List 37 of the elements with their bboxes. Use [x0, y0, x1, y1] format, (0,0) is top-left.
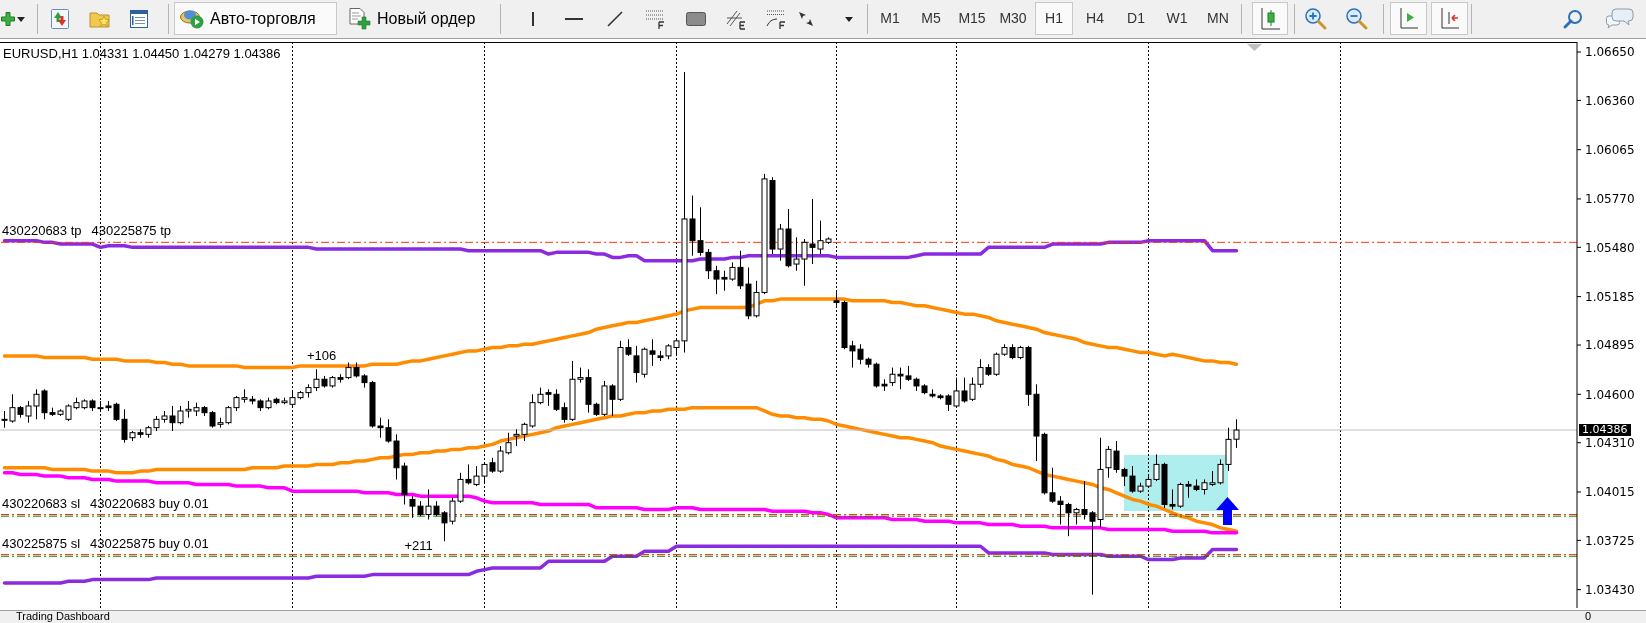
y-tick-label: 1.03430: [1585, 582, 1635, 597]
text: M30: [999, 10, 1027, 27]
y-tick-label: 1.06650: [1585, 45, 1635, 60]
y-tick-label: 1.05185: [1585, 289, 1635, 304]
y-tick-label: 1.04895: [1585, 338, 1635, 353]
text: W1: [1166, 10, 1188, 27]
text: Авто-торговля: [210, 9, 316, 28]
y-tick-label: 1.03725: [1585, 533, 1635, 548]
text: 0: [1585, 610, 1592, 623]
text: MN: [1207, 10, 1229, 27]
line-series: [2, 405, 1239, 533]
y-tick-label: 1.04310: [1585, 435, 1635, 450]
y-tick-label: 1.06065: [1585, 142, 1635, 157]
line-series: [2, 471, 1239, 535]
ref-line-label: 1.04386: [1579, 423, 1631, 437]
text: H4: [1086, 10, 1104, 27]
y-tick-label: 1.06360: [1585, 93, 1635, 108]
annotation: +211: [404, 537, 433, 553]
text: Новый ордер: [377, 9, 476, 28]
y-tick-label: 1.05770: [1585, 192, 1635, 207]
ref-line-label: 430225875 buy 0.01: [90, 535, 209, 551]
text: D1: [1127, 10, 1145, 27]
text: M5: [921, 10, 941, 27]
ref-line-label: 430220683 buy 0.01: [90, 495, 209, 511]
annotation: +106: [306, 347, 337, 363]
chart-title: EURUSD,H1 1.04331 1.04450 1.04279 1.04386: [3, 46, 281, 61]
text: M1: [880, 10, 900, 27]
ref-line-label: 430225875 sl: [2, 535, 81, 551]
text: H1: [1045, 10, 1063, 27]
annotation: 430225875 tp: [91, 223, 172, 239]
y-tick-label: 1.05480: [1585, 240, 1635, 255]
y-tick-label: 1.04015: [1585, 485, 1635, 500]
ref-line-label: 430220683 tp: [2, 223, 82, 239]
y-tick-label: 1.04600: [1585, 387, 1635, 402]
text: M15: [958, 10, 986, 27]
text: Trading Dashboard: [16, 610, 110, 623]
ref-line-label: 430220683 sl: [2, 495, 81, 511]
